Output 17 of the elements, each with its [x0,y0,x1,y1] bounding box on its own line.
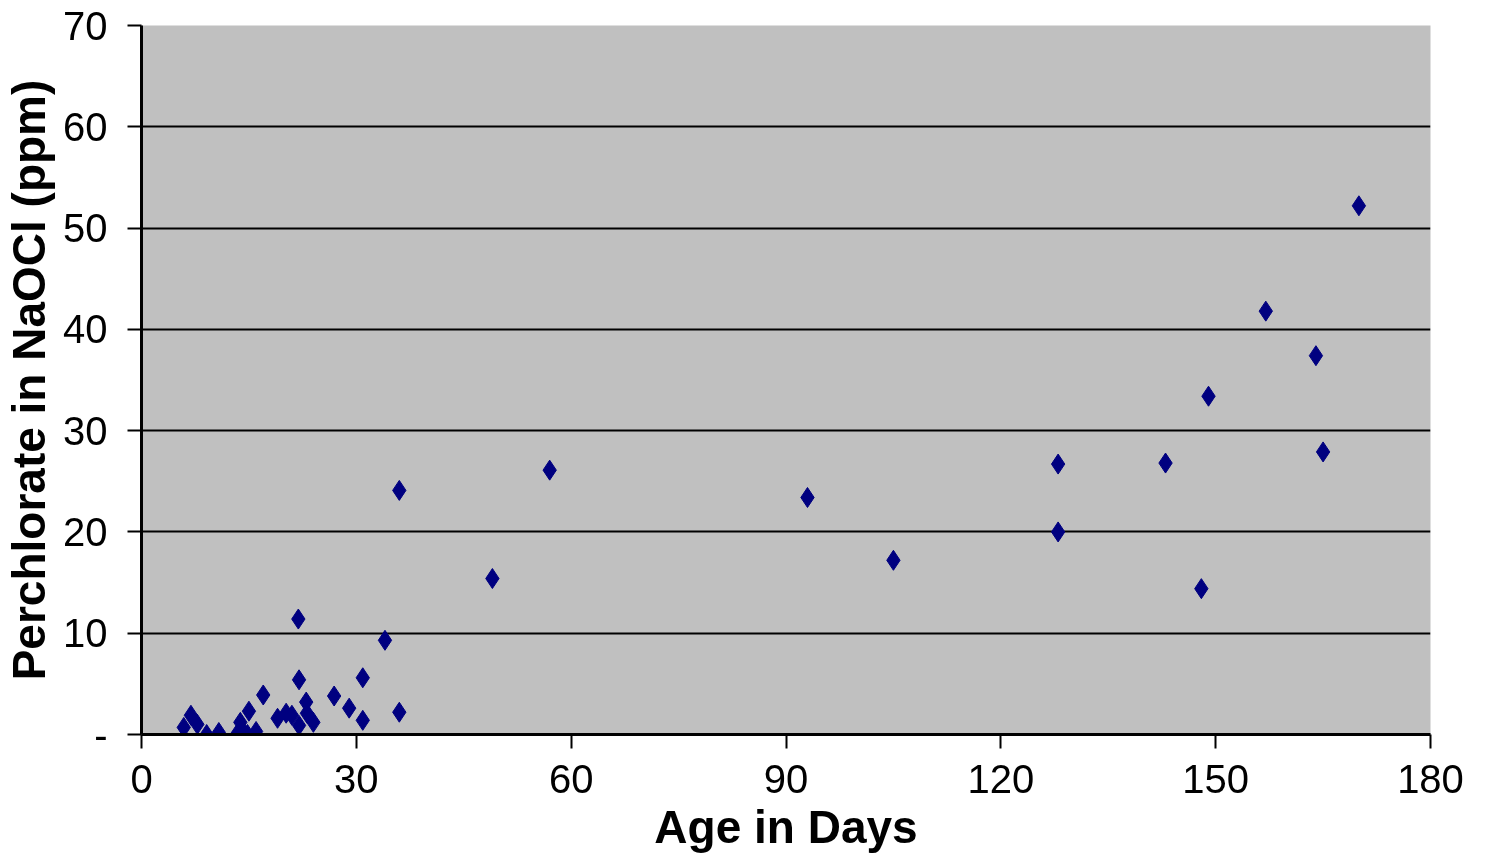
x-tick-label: 90 [763,756,809,801]
x-tick-label: 30 [334,756,379,801]
y-tick-label: 50 [63,206,108,251]
y-tick-label: 60 [63,104,108,149]
x-tick-label: 120 [967,756,1035,801]
x-axis-title: Age in Days [654,800,918,853]
x-tick-label: 0 [130,756,153,801]
y-tick-label: - [94,712,108,757]
y-tick-label: 40 [63,307,108,352]
y-tick-label: 10 [63,611,108,656]
y-tick-label: 20 [63,509,108,554]
y-tick-label: 30 [63,408,108,453]
x-tick-label: 150 [1182,756,1250,801]
x-tick-label: 60 [548,756,594,801]
y-axis-title: Perchlorate in NaOCl (ppm) [3,79,56,681]
x-tick-label: 180 [1397,756,1464,801]
y-tick-label: 70 [63,3,108,48]
